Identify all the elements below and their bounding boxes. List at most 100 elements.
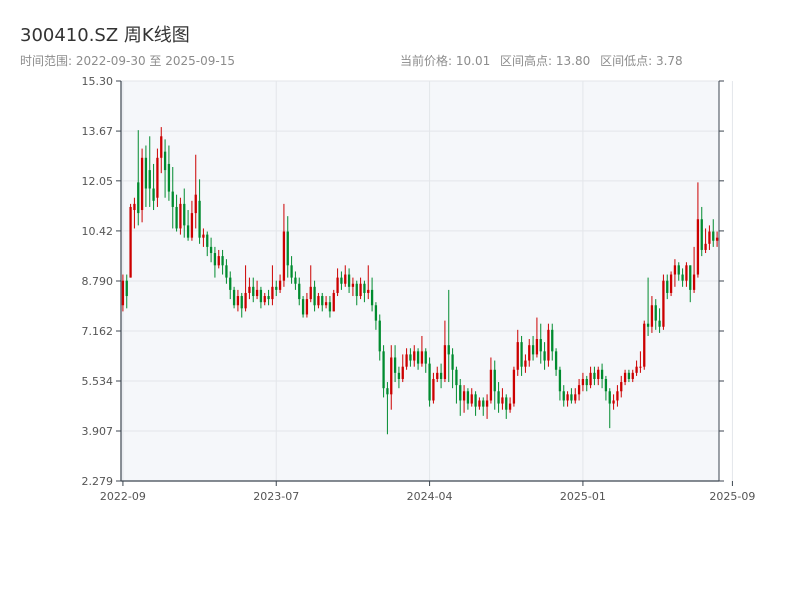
candle-body <box>397 372 401 379</box>
candle <box>589 366 592 389</box>
candles <box>121 127 719 435</box>
candle <box>252 277 255 303</box>
candle-body <box>121 280 125 306</box>
candle <box>175 194 178 232</box>
candle <box>455 366 458 404</box>
candle <box>209 237 213 263</box>
candle <box>620 375 623 398</box>
candle-body <box>202 234 205 238</box>
candle-body <box>658 320 661 327</box>
candle <box>700 206 703 257</box>
candle-body <box>643 323 646 367</box>
candle-body <box>696 219 700 275</box>
candle-body <box>432 378 435 401</box>
candle-body <box>217 256 220 266</box>
candle <box>451 348 454 389</box>
candle-body <box>681 274 684 281</box>
candle-body <box>650 305 654 327</box>
candle <box>328 296 332 318</box>
candle <box>474 391 477 416</box>
candle-body <box>462 391 466 401</box>
y-tick-label: 10.42 <box>82 225 114 238</box>
candle-body <box>263 296 266 303</box>
candle-body <box>336 277 339 293</box>
candle-body <box>466 391 470 404</box>
candle-body <box>612 400 615 404</box>
candle-body <box>620 382 623 392</box>
candle-body <box>524 360 527 367</box>
candle <box>439 363 443 389</box>
candle <box>558 366 562 401</box>
candle <box>206 231 209 257</box>
candle <box>712 219 715 247</box>
candle <box>604 375 608 401</box>
candle <box>485 394 489 419</box>
candle <box>152 163 155 211</box>
candle-body <box>539 339 542 352</box>
candle-body <box>627 372 631 379</box>
candle <box>190 200 194 241</box>
candle <box>133 197 136 229</box>
candle-body <box>577 385 581 395</box>
candle <box>666 274 669 300</box>
candle <box>378 314 381 361</box>
candle-body <box>692 274 696 290</box>
candle <box>677 262 680 281</box>
candle <box>321 292 324 312</box>
candle <box>347 268 351 293</box>
candle <box>574 388 577 404</box>
candle <box>493 360 496 410</box>
candle-body <box>347 274 351 287</box>
price-stats: 当前价格: 10.01 区间高点: 13.80 区间低点: 3.78 <box>400 52 689 69</box>
candle-body <box>390 357 393 395</box>
candle <box>336 268 339 297</box>
candle-body <box>179 203 182 229</box>
candle-body <box>183 203 186 226</box>
candle <box>401 354 404 383</box>
candle <box>236 289 240 312</box>
candle <box>570 388 573 404</box>
candle-body <box>160 136 163 158</box>
candle-body <box>378 320 381 352</box>
candle-body <box>416 351 420 364</box>
candle-body <box>581 378 585 386</box>
candle-body <box>600 369 604 379</box>
candle-body <box>367 289 370 293</box>
candle <box>612 394 615 410</box>
candle-body <box>313 286 316 306</box>
candle <box>255 280 259 300</box>
candle <box>171 167 174 229</box>
candle-body <box>401 366 404 379</box>
candle-body <box>570 394 573 401</box>
candle-body <box>129 206 132 278</box>
candle-body <box>669 274 673 293</box>
candle-body <box>248 286 251 293</box>
candle <box>370 277 374 312</box>
candle <box>562 385 565 407</box>
candle-body <box>623 372 627 383</box>
candle-body <box>531 345 535 355</box>
candle-body <box>470 394 473 404</box>
candle-body <box>654 305 657 321</box>
candle <box>443 320 447 383</box>
candle <box>267 289 270 306</box>
candle <box>240 292 243 318</box>
candle-body <box>715 237 719 241</box>
candle-body <box>478 400 481 407</box>
candle-body <box>294 277 297 284</box>
candle <box>217 249 220 269</box>
candle-body <box>275 286 278 290</box>
y-tick-label: 15.30 <box>82 75 114 88</box>
candle <box>363 280 366 303</box>
candle <box>696 182 700 278</box>
candle <box>298 277 301 306</box>
candle <box>179 197 182 235</box>
candle <box>681 268 684 287</box>
candle-body <box>436 372 439 379</box>
candle <box>416 348 420 370</box>
candle <box>409 348 412 367</box>
candle-body <box>359 283 362 297</box>
candle-body <box>255 289 259 297</box>
candle-body <box>505 397 508 410</box>
